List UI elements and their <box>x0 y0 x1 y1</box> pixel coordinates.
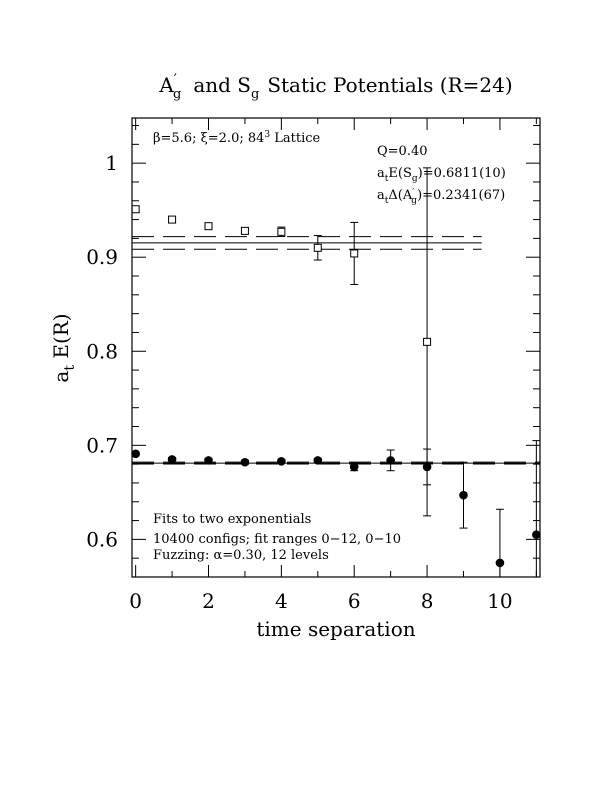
energy-a-annotation: atΔ(A′ g)=0.2341(67) <box>377 188 505 206</box>
y-tick-label: 0.7 <box>86 433 118 457</box>
lattice-annotation: β=5.6; ξ=2.0; 843 Lattice <box>153 130 321 146</box>
chart-title: A′ g and Sg Static Potentials (R=24) <box>158 72 512 102</box>
lattice-sup: 3 <box>264 130 270 140</box>
x-tick-label: 6 <box>348 589 361 613</box>
x-tick-label: 8 <box>421 589 434 613</box>
data-point-square <box>277 227 286 236</box>
title-s-sub: g <box>251 87 259 102</box>
data-point-square <box>168 215 177 224</box>
x-axis-label: time separation <box>256 617 415 641</box>
y-label-a: a <box>49 371 73 383</box>
title-a: A <box>158 73 174 97</box>
title-mid: and S <box>193 73 251 97</box>
y-tick-label: 1 <box>105 151 118 175</box>
fit-annotation-3: Fuzzing: α=0.30, 12 levels <box>153 548 329 563</box>
y-tick-label: 0.9 <box>86 245 118 269</box>
x-tick-label: 10 <box>487 589 512 613</box>
energy-s-annotation: atE(Sg)=0.6811(10) <box>377 166 506 184</box>
data-point-circle <box>204 456 213 465</box>
lattice-size: 84 <box>248 131 265 146</box>
data-point-circle <box>313 456 323 465</box>
data-point-square <box>204 222 213 231</box>
x-tick-label: 2 <box>202 589 215 613</box>
y-tick-label: 0.6 <box>86 527 118 551</box>
x-tick-label: 0 <box>129 589 142 613</box>
y-label-rest: E(R) <box>49 313 73 365</box>
data-point-circle <box>459 490 468 500</box>
data-point-circle <box>240 457 250 467</box>
fit-annotation-2: 10400 configs; fit ranges 0−12, 0−10 <box>153 532 401 547</box>
data-point-circle <box>349 462 359 472</box>
data-point-square <box>423 337 432 346</box>
plot-frame <box>131 117 541 578</box>
q-annotation: Q=0.40 <box>377 144 428 159</box>
data-point-circle <box>131 449 140 459</box>
data-point-circle <box>386 456 395 465</box>
axis-ticks <box>132 118 540 578</box>
lattice-beta: β=5.6; <box>153 131 201 146</box>
data-point-circle <box>422 462 432 472</box>
tick-labels: 0 2 4 6 8 10 0.6 0.7 0.8 0.9 1 <box>86 151 512 613</box>
y-axis-label: at E(R) <box>49 313 78 382</box>
title-prime: ′ <box>174 72 177 88</box>
data-points <box>131 167 541 577</box>
title-rest: Static Potentials (R=24) <box>267 73 512 97</box>
data-point-circle <box>167 455 177 464</box>
data-point-square <box>313 243 322 252</box>
data-point-circle <box>532 530 541 539</box>
fit-lines <box>132 236 540 465</box>
lattice-xi: ξ=2.0; <box>201 131 248 146</box>
data-point-square <box>131 205 140 214</box>
data-point-square <box>240 226 249 235</box>
data-point-circle <box>277 457 286 466</box>
fit-annotation-1: Fits to two exponentials <box>153 512 311 527</box>
title-a-sub: g <box>173 87 181 102</box>
data-point-square <box>350 249 359 258</box>
x-tick-label: 4 <box>275 589 288 613</box>
y-tick-label: 0.8 <box>86 339 118 363</box>
data-point-circle <box>495 558 505 568</box>
y-label-sub: t <box>62 365 78 371</box>
lattice-tail: Lattice <box>270 131 320 146</box>
